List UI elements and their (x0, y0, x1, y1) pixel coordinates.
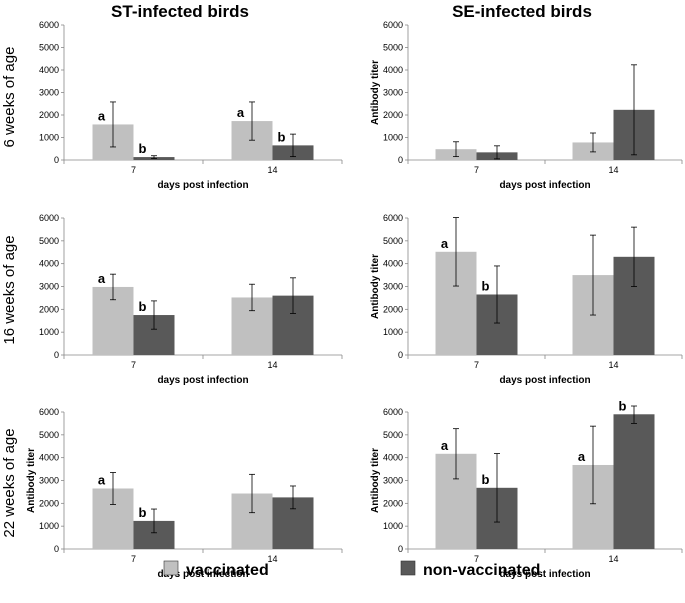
chart-panel-1: 0 1000 2000 3000 4000 5000 6000 7 14 days post in… (370, 20, 683, 191)
y-tick-label: 4000 (383, 65, 403, 75)
row-label-6-weeks: 6 weeks of age (1, 47, 18, 148)
y-tick-label: 5000 (383, 43, 403, 53)
significance-letter: a (98, 472, 106, 487)
y-tick-label: 5000 (383, 236, 403, 246)
y-tick-label: 1000 (383, 133, 403, 143)
significance-letter: b (482, 472, 490, 487)
y-tick-label: 4000 (39, 65, 59, 75)
y-tick-label: 6000 (39, 213, 59, 223)
significance-letter: a (98, 271, 106, 286)
y-axis-title: Antibody titer (26, 448, 37, 513)
significance-letter: a (237, 105, 245, 120)
row-label-22-weeks: 22 weeks of age (1, 428, 18, 537)
significance-letter: a (441, 438, 449, 453)
y-tick-label: 0 (54, 350, 59, 360)
x-axis-title: days post infection (499, 375, 590, 386)
x-tick-label: 7 (474, 165, 479, 175)
significance-letter: b (139, 299, 147, 314)
chart-panel-2: 0 1000 2000 3000 4000 5000 6000 a b 7 14 days post … (39, 213, 343, 386)
y-tick-label: 0 (398, 350, 403, 360)
x-tick-label: 14 (608, 360, 618, 370)
x-tick-label: 7 (131, 165, 136, 175)
legend-label-vaccinated: vaccinated (186, 562, 269, 579)
y-tick-label: 2000 (39, 498, 59, 508)
y-axis-title: Antibody titer (370, 448, 381, 513)
significance-letter: b (139, 141, 147, 156)
y-tick-label: 2000 (39, 304, 59, 314)
y-tick-label: 1000 (39, 327, 59, 337)
y-tick-label: 6000 (39, 407, 59, 417)
legend-swatch-vaccinated (163, 560, 179, 576)
x-tick-label: 7 (474, 360, 479, 370)
x-axis-title: days post infection (499, 180, 590, 191)
row-label-16-weeks: 16 weeks of age (1, 235, 18, 344)
x-tick-label: 14 (608, 165, 618, 175)
y-tick-label: 4000 (39, 259, 59, 269)
column-title-st: ST-infected birds (111, 2, 249, 21)
x-tick-label: 7 (131, 360, 136, 370)
x-tick-label: 7 (131, 554, 136, 564)
y-tick-label: 3000 (39, 88, 59, 98)
significance-letter: a (98, 108, 106, 123)
x-tick-label: 14 (608, 554, 618, 564)
y-tick-label: 2000 (383, 304, 403, 314)
significance-letter: b (619, 398, 627, 413)
y-tick-label: 0 (398, 155, 403, 165)
y-tick-label: 6000 (383, 20, 403, 30)
bar-non-vaccinated-14 (613, 414, 655, 549)
y-tick-label: 2000 (39, 110, 59, 120)
significance-letter: a (578, 449, 586, 464)
legend-swatch-non-vaccinated (400, 560, 416, 576)
y-tick-label: 1000 (383, 327, 403, 337)
y-tick-label: 5000 (383, 430, 403, 440)
x-axis-title: days post infection (157, 375, 248, 386)
x-axis-title: days post infection (499, 569, 590, 580)
y-tick-label: 6000 (39, 20, 59, 30)
y-tick-label: 3000 (383, 88, 403, 98)
x-tick-label: 7 (474, 554, 479, 564)
y-tick-label: 3000 (39, 282, 59, 292)
y-tick-label: 3000 (383, 476, 403, 486)
legend: vaccinated non-vaccinated (163, 560, 540, 579)
column-title-se: SE-infected birds (452, 2, 592, 21)
y-tick-label: 2000 (383, 110, 403, 120)
y-tick-label: 1000 (383, 521, 403, 531)
y-tick-label: 0 (54, 544, 59, 554)
significance-letter: b (278, 129, 286, 144)
y-tick-label: 4000 (383, 259, 403, 269)
y-tick-label: 1000 (39, 521, 59, 531)
y-tick-label: 3000 (383, 282, 403, 292)
chart-panel-3: 0 1000 2000 3000 4000 5000 6000 a b 7 14 days post … (370, 213, 683, 386)
x-axis-title: days post infection (157, 180, 248, 191)
chart-panel-4: 0 1000 2000 3000 4000 5000 6000 a b 7 14 days post … (26, 407, 343, 580)
significance-letter: a (441, 236, 449, 251)
y-tick-label: 3000 (39, 476, 59, 486)
y-axis-title: Antibody titer (370, 60, 381, 125)
y-tick-label: 4000 (383, 453, 403, 463)
y-tick-label: 2000 (383, 498, 403, 508)
y-tick-label: 6000 (383, 213, 403, 223)
x-axis-title: days post infection (157, 569, 248, 580)
x-tick-label: 14 (267, 554, 277, 564)
y-tick-label: 5000 (39, 43, 59, 53)
legend-label-non-vaccinated: non-vaccinated (423, 562, 540, 579)
y-tick-label: 1000 (39, 133, 59, 143)
significance-letter: b (139, 505, 147, 520)
chart-panel-5: 0 1000 2000 3000 4000 5000 6000 a a b b 7 14 days pos… (370, 398, 683, 580)
x-tick-label: 14 (267, 165, 277, 175)
y-tick-label: 4000 (39, 453, 59, 463)
y-axis-title: Antibody titer (370, 254, 381, 319)
y-tick-label: 0 (398, 544, 403, 554)
x-tick-label: 14 (267, 360, 277, 370)
y-tick-label: 5000 (39, 430, 59, 440)
significance-letter: b (482, 278, 490, 293)
y-tick-label: 0 (54, 155, 59, 165)
y-tick-label: 6000 (383, 407, 403, 417)
y-tick-label: 5000 (39, 236, 59, 246)
